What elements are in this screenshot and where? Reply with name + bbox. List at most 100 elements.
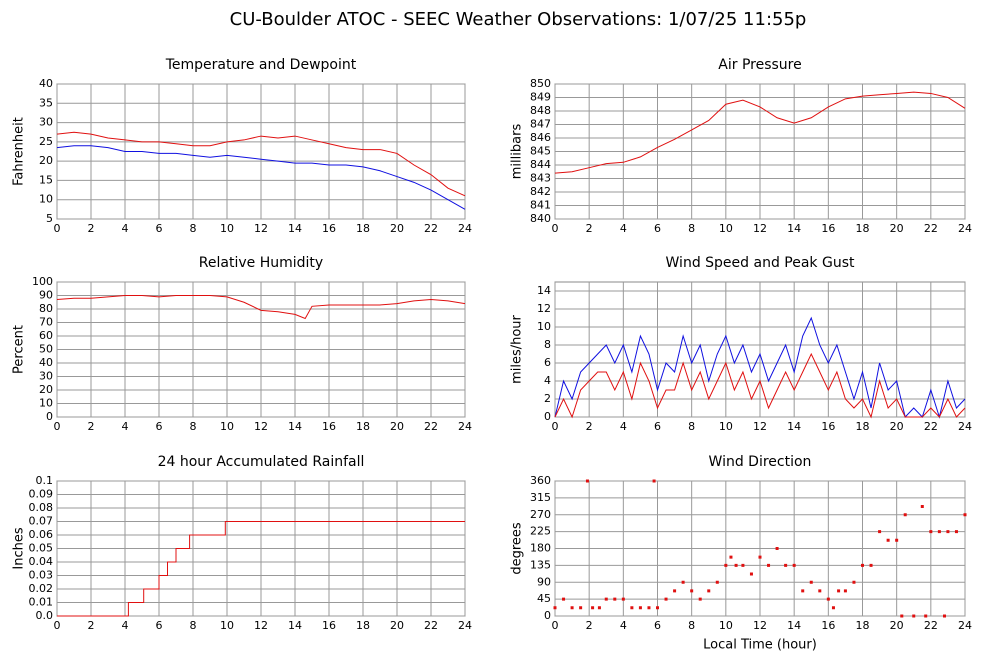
y-tick-label: 10: [39, 397, 53, 410]
data-point: [673, 589, 677, 593]
x-tick-label: 12: [753, 222, 767, 235]
data-point: [553, 606, 557, 610]
data-point: [585, 479, 589, 483]
data-line: [554, 91, 966, 174]
y-tick-label: 80: [39, 302, 53, 315]
x-tick-label: 18: [356, 420, 370, 433]
x-tick-label: 14: [288, 420, 302, 433]
x-tick-label: 16: [322, 420, 336, 433]
x-tick-label: 16: [821, 619, 835, 632]
y-tick-label: 40: [39, 356, 53, 369]
x-tick-label: 4: [620, 420, 627, 433]
data-point: [630, 606, 634, 610]
x-tick-label: 16: [322, 619, 336, 632]
x-tick-label: 10: [719, 222, 733, 235]
x-tick-label: 18: [356, 619, 370, 632]
x-tick-label: 16: [322, 222, 336, 235]
x-tick-label: 2: [88, 619, 95, 632]
data-line: [56, 295, 466, 320]
x-tick-label: 4: [122, 619, 129, 632]
x-tick-label: 20: [390, 420, 404, 433]
x-tick-label: 10: [719, 420, 733, 433]
page-title: CU-Boulder ATOC - SEEC Weather Observati…: [230, 9, 807, 30]
y-tick-label: 850: [530, 77, 551, 90]
data-point: [604, 597, 608, 601]
x-tick-label: 2: [586, 222, 593, 235]
y-tick-label: 4: [544, 374, 551, 387]
x-tick-label: 16: [821, 420, 835, 433]
x-tick-label: 12: [254, 619, 268, 632]
y-tick-label: 847: [530, 118, 551, 131]
chart-title: 24 hour Accumulated Rainfall: [158, 454, 365, 470]
data-line: [554, 352, 966, 419]
y-axis-label: miles/hour: [510, 314, 525, 383]
x-tick-label: 8: [688, 619, 695, 632]
x-tick-label: 6: [156, 619, 163, 632]
data-point: [664, 597, 668, 601]
data-point: [707, 589, 711, 593]
y-axis-label: Inches: [12, 527, 27, 569]
chart-title: Relative Humidity: [199, 255, 323, 271]
data-point: [729, 555, 733, 559]
y-tick-label: 100: [32, 275, 53, 288]
x-tick-label: 14: [787, 619, 801, 632]
y-tick-label: 90: [39, 289, 53, 302]
y-axis-label: millibars: [510, 124, 525, 180]
x-tick-label: 4: [122, 222, 129, 235]
y-tick-label: 315: [530, 491, 551, 504]
y-tick-label: 30: [39, 116, 53, 129]
data-point: [903, 513, 907, 517]
x-tick-label: 24: [458, 420, 472, 433]
data-point: [920, 505, 924, 508]
x-tick-label: 22: [924, 222, 938, 235]
data-point: [591, 606, 595, 610]
y-tick-label: 10: [39, 193, 53, 206]
y-tick-label: 0.09: [29, 488, 54, 501]
x-tick-label: 10: [220, 619, 234, 632]
y-tick-label: 0.08: [29, 501, 54, 514]
x-tick-label: 24: [958, 222, 972, 235]
y-tick-label: 0: [544, 410, 551, 423]
x-tick-label: 20: [890, 222, 904, 235]
chart-title: Wind Speed and Peak Gust: [666, 255, 855, 271]
x-tick-label: 2: [88, 222, 95, 235]
data-point: [656, 606, 659, 610]
chart-title: Air Pressure: [718, 57, 801, 73]
x-tick-label: 20: [390, 222, 404, 235]
x-tick-label: 24: [958, 619, 972, 632]
data-point: [878, 530, 882, 534]
y-axis-label: degrees: [510, 522, 525, 575]
x-tick-label: 22: [424, 420, 438, 433]
y-tick-label: 12: [537, 302, 551, 315]
data-point: [597, 606, 601, 610]
x-tick-label: 14: [288, 619, 302, 632]
y-tick-label: 846: [530, 131, 551, 144]
x-tick-label: 8: [190, 420, 197, 433]
data-point: [681, 580, 685, 584]
x-tick-label: 8: [190, 619, 197, 632]
x-tick-label: 16: [821, 222, 835, 235]
data-point: [613, 597, 617, 601]
data-point: [912, 614, 916, 618]
data-point: [758, 555, 762, 559]
data-point: [924, 614, 928, 618]
y-tick-label: 0.06: [29, 528, 54, 541]
x-tick-label: 10: [220, 222, 234, 235]
x-tick-label: 8: [688, 222, 695, 235]
x-tick-label: 24: [458, 222, 472, 235]
data-point: [647, 606, 651, 610]
y-tick-label: 45: [537, 592, 551, 605]
x-tick-label: 0: [552, 619, 559, 632]
y-tick-label: 60: [39, 329, 53, 342]
data-point: [852, 580, 856, 584]
y-tick-label: 90: [537, 575, 551, 588]
data-point: [831, 606, 835, 610]
y-tick-label: 844: [530, 158, 551, 171]
x-tick-label: 20: [890, 420, 904, 433]
y-tick-label: 0.1: [36, 474, 54, 487]
y-tick-label: 0.05: [29, 542, 54, 555]
x-tick-label: 0: [552, 222, 559, 235]
x-tick-label: 4: [620, 222, 627, 235]
